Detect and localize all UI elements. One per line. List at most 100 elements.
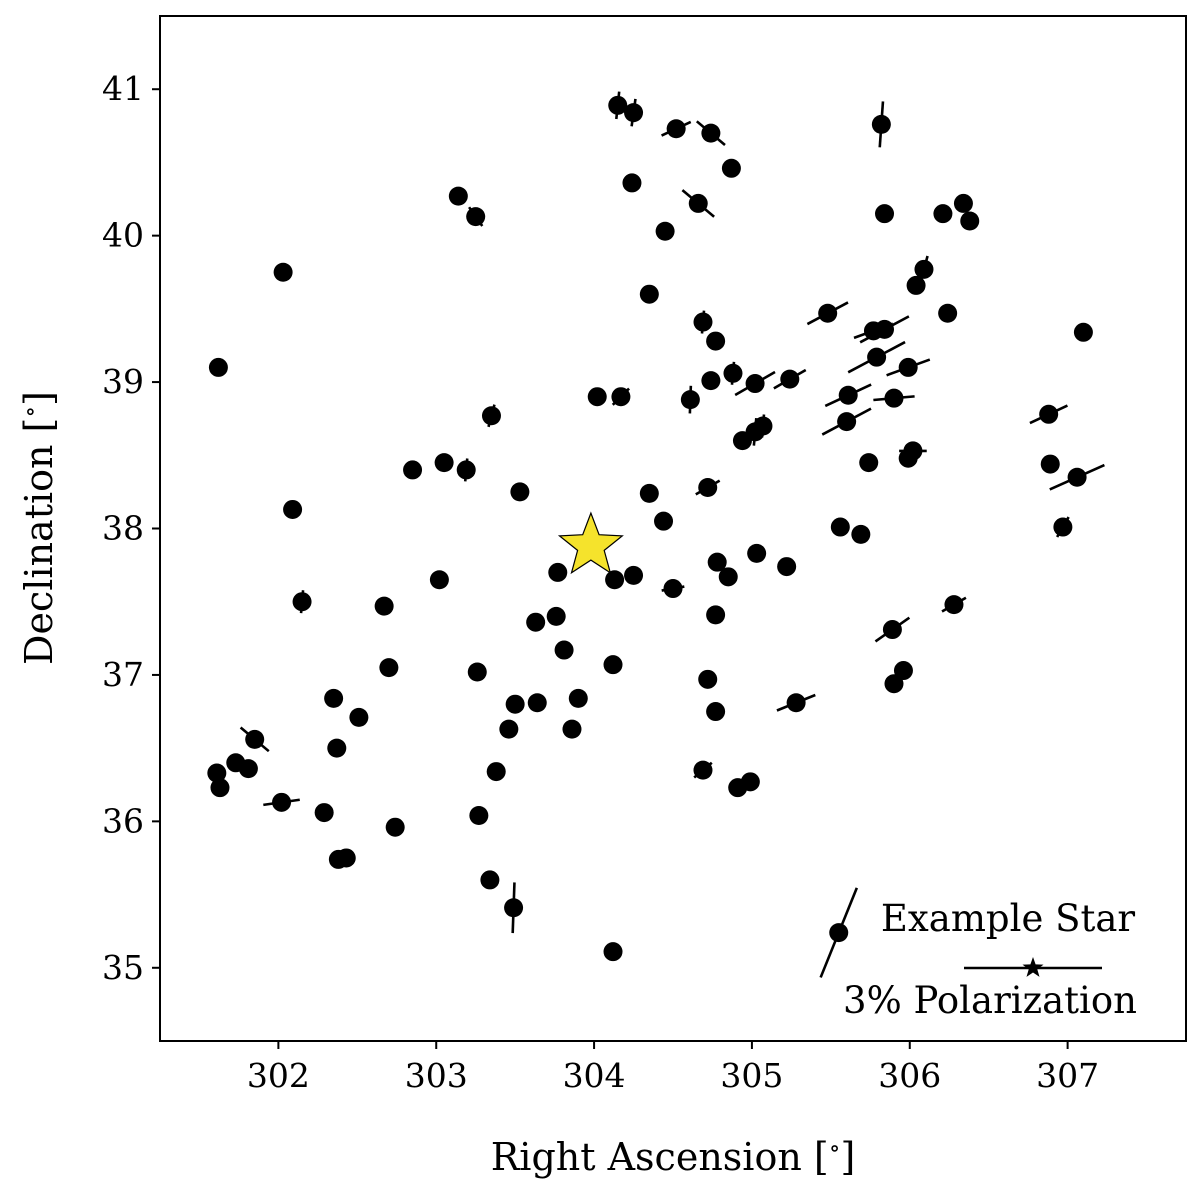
data-point [830,517,850,537]
data-point [698,669,718,689]
data-point [655,221,675,241]
data-point [884,674,904,694]
data-point [480,870,500,890]
data-point [207,763,227,783]
x-tick-label: 306 [878,1056,941,1095]
data-point [701,123,721,143]
data-point [624,103,644,123]
data-point [469,806,489,825]
data-point [718,567,738,587]
data-point [481,406,501,426]
data-point [953,193,973,213]
data-point [448,186,468,206]
data-point [867,347,887,367]
data-point [747,543,767,563]
data-point [548,562,568,582]
data-point [707,552,727,572]
legend: Example Star 3% Polarization [819,887,1137,1022]
data-point [324,688,344,708]
y-tick-label: 39 [102,362,144,401]
data-point [568,688,588,708]
data-point [510,482,530,502]
x-tick-label: 305 [720,1056,783,1095]
data-point [693,312,713,332]
data-point [818,303,838,323]
data-point [327,738,347,758]
data-point [938,303,958,323]
data-point [871,114,891,134]
data-point [504,898,524,918]
y-tick-label: 35 [102,948,144,987]
data-point [434,453,454,473]
y-tick-label: 38 [102,509,144,548]
data-point [666,119,686,139]
data-point [882,620,902,640]
data-point [546,606,566,626]
data-point [466,207,486,227]
data-point [238,759,258,779]
data-point [728,778,748,798]
data-point [562,719,582,739]
data-point [292,592,312,612]
data-point [914,259,934,279]
data-points [207,95,1093,962]
data-point [701,371,721,391]
y-tick-label: 41 [102,69,144,108]
data-point [663,579,683,599]
data-point [732,431,752,451]
data-point [688,193,708,213]
data-point [680,390,700,410]
data-point [639,284,659,304]
data-point [336,848,356,868]
data-point [272,792,292,812]
data-point [1067,467,1087,487]
data-point [898,357,918,377]
legend-scale-label: 3% Polarization [843,979,1137,1022]
x-tick-label: 302 [247,1056,310,1095]
data-point [639,483,659,503]
data-point [944,595,964,615]
target-star-marker [557,511,624,575]
data-point [698,478,718,497]
data-point [210,778,230,798]
data-point [527,693,547,713]
data-point [875,204,895,224]
data-point [499,719,519,739]
data-point [624,565,644,585]
x-tick-label: 304 [563,1056,626,1095]
y-tick-label: 36 [102,801,144,840]
data-point [456,460,476,480]
legend-scale-star-marker [1022,957,1044,977]
data-point [374,596,394,616]
data-point [314,803,334,823]
axes: 302 303 304 305 306 307 35 36 37 38 39 40 41 [102,69,1099,1095]
x-tick-label: 303 [405,1056,468,1095]
data-point [526,612,546,632]
data-point [693,760,713,780]
data-point [605,570,625,590]
data-point [654,511,674,531]
data-point [906,275,926,295]
x-axis-title: Right Ascension [∘] [491,1134,856,1179]
data-point [611,387,631,407]
data-point [786,693,806,713]
data-point [721,158,741,178]
y-axis-title: Declination [∘] [16,391,61,665]
data-point [467,662,487,682]
data-point [554,640,574,660]
data-point [837,412,857,432]
data-point [875,319,895,339]
data-point [706,605,726,625]
data-point [208,357,228,377]
data-point [723,363,743,383]
target-star-layer [557,511,624,575]
data-point [933,204,953,224]
data-point [505,694,525,714]
data-point [1053,517,1073,537]
data-point [838,385,858,405]
y-tick-label: 37 [102,655,144,694]
data-point [403,460,423,480]
data-point [385,817,405,837]
data-point [587,387,607,407]
data-point [1040,454,1060,474]
